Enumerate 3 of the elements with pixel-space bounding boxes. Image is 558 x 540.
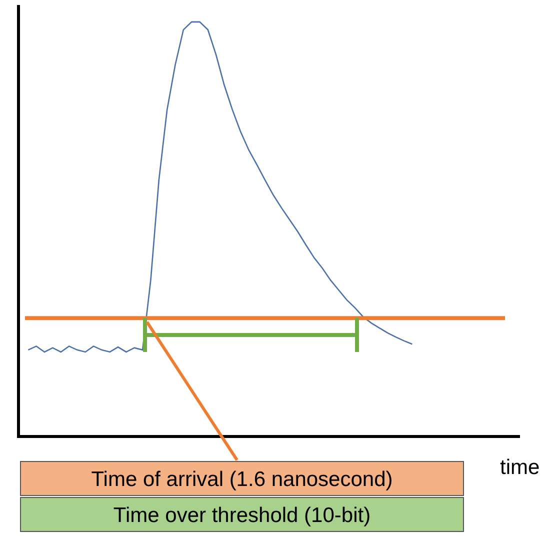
text: Time of arrival (1.6 nanosecond)	[20, 461, 464, 496]
x-axis-title: time	[500, 456, 540, 479]
text: Time over threshold (10-bit)	[20, 497, 464, 532]
